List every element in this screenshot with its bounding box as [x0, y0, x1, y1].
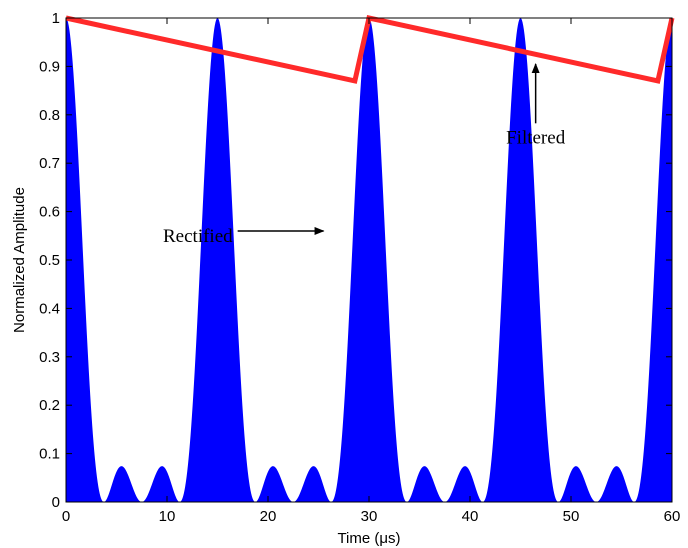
- y-tick-label: 0.5: [39, 252, 60, 269]
- y-tick-label: 0.7: [39, 155, 60, 172]
- x-tick-label: 50: [563, 508, 580, 525]
- y-tick-label: 0: [52, 494, 60, 511]
- y-tick-label: 0.3: [39, 349, 60, 366]
- y-tick-label: 0.2: [39, 397, 60, 414]
- x-tick-label: 0: [62, 508, 70, 525]
- y-tick-label: 0.4: [39, 300, 60, 317]
- y-tick-label: 0.6: [39, 204, 60, 221]
- x-tick-label: 30: [361, 508, 378, 525]
- x-tick-label: 60: [664, 508, 681, 525]
- y-axis-label: Normalized Amplitude: [11, 187, 28, 333]
- y-tick-label: 0.9: [39, 58, 60, 75]
- x-tick-label: 10: [159, 508, 176, 525]
- y-tick-label: 0.1: [39, 446, 60, 463]
- y-tick-label: 0.8: [39, 107, 60, 124]
- axis-tick-labels: 0 10 20 30 40 50 60 0 0.1 0.2 0.3 0.4 0.5 0.6 0.7 0.8 0.…: [39, 10, 680, 525]
- x-tick-label: 20: [260, 508, 277, 525]
- annotation-rectified: Rectified: [163, 226, 233, 247]
- rectified-series: [66, 18, 672, 502]
- axis-ticks: [65, 17, 673, 503]
- rectified-area: [66, 18, 672, 502]
- annotation-filtered: Filtered: [506, 127, 566, 148]
- y-tick-label: 1: [52, 10, 60, 27]
- annotations: Rectified Filtered: [163, 62, 566, 247]
- x-tick-label: 40: [462, 508, 479, 525]
- x-axis-label: Time (μs): [337, 530, 400, 547]
